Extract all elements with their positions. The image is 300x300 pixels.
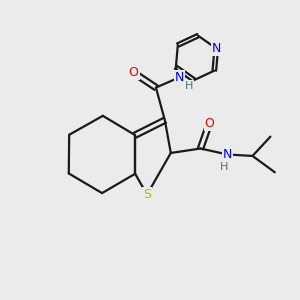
- Text: N: N: [175, 71, 184, 84]
- Text: N: N: [212, 42, 221, 55]
- Text: O: O: [205, 117, 214, 130]
- Text: H: H: [184, 81, 193, 91]
- Text: S: S: [143, 188, 151, 201]
- Text: N: N: [223, 148, 232, 161]
- Text: O: O: [129, 66, 139, 79]
- Text: H: H: [220, 162, 229, 172]
